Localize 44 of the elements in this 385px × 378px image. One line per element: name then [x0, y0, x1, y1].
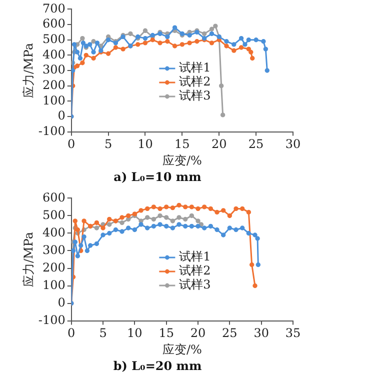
x-tick-label: 30	[254, 326, 269, 340]
x-tick-label: 10	[127, 326, 142, 340]
x-tick-label: 20	[190, 326, 206, 340]
x-tick-label: 0	[68, 137, 76, 152]
x-axis-title: 应变/%	[162, 342, 202, 357]
legend-label: 试样2	[179, 264, 211, 278]
text: b) L₀=20 mm	[113, 358, 202, 373]
y-tick-label: 200	[42, 78, 66, 92]
x-tick-label: 15	[158, 326, 174, 340]
text: a) L₀=10 mm	[114, 170, 202, 184]
x-tick-label: 25	[248, 137, 264, 152]
x-tick-label: 15	[174, 137, 190, 152]
y-tick-label: 600	[42, 16, 66, 31]
y-tick-label: -100	[38, 312, 66, 327]
y-tick-label: 400	[42, 47, 66, 62]
x-tick-label: 10	[138, 137, 153, 152]
y-tick-label: 400	[42, 225, 66, 240]
y-axis-title: 应力/MPa	[21, 232, 36, 288]
y-tick-label: 100	[42, 93, 66, 108]
x-tick-label: 5	[99, 326, 107, 340]
legend-label: 试样2	[179, 74, 211, 89]
x-tick-label: 20	[211, 137, 227, 152]
y-axis-title: 应力/MPa	[21, 42, 36, 98]
y-tick-label: 0	[58, 295, 66, 310]
x-tick-label: 35	[285, 326, 301, 340]
legend-label: 试样1	[179, 250, 211, 264]
y-tick-label: 100	[42, 278, 66, 292]
x-tick-label: 0	[68, 326, 76, 340]
y-tick-label: 200	[42, 260, 66, 274]
legend-label: 试样1	[179, 60, 211, 75]
legend-label: 试样3	[179, 88, 211, 103]
x-tick-label: 25	[222, 326, 238, 340]
y-tick-label: 500	[42, 208, 66, 222]
x-tick-label: 30	[285, 137, 301, 152]
y-tick-label: 300	[42, 62, 66, 77]
x-axis-title: 应变/%	[162, 154, 202, 168]
y-tick-label: 600	[42, 190, 66, 204]
y-tick-label: 300	[42, 242, 66, 257]
x-tick-label: 5	[104, 137, 112, 152]
y-tick-label: -100	[38, 124, 66, 138]
y-tick-label: 0	[58, 108, 66, 123]
y-tick-label: 700	[42, 1, 66, 16]
y-tick-label: 500	[42, 32, 66, 46]
legend-label: 试样3	[179, 278, 211, 292]
